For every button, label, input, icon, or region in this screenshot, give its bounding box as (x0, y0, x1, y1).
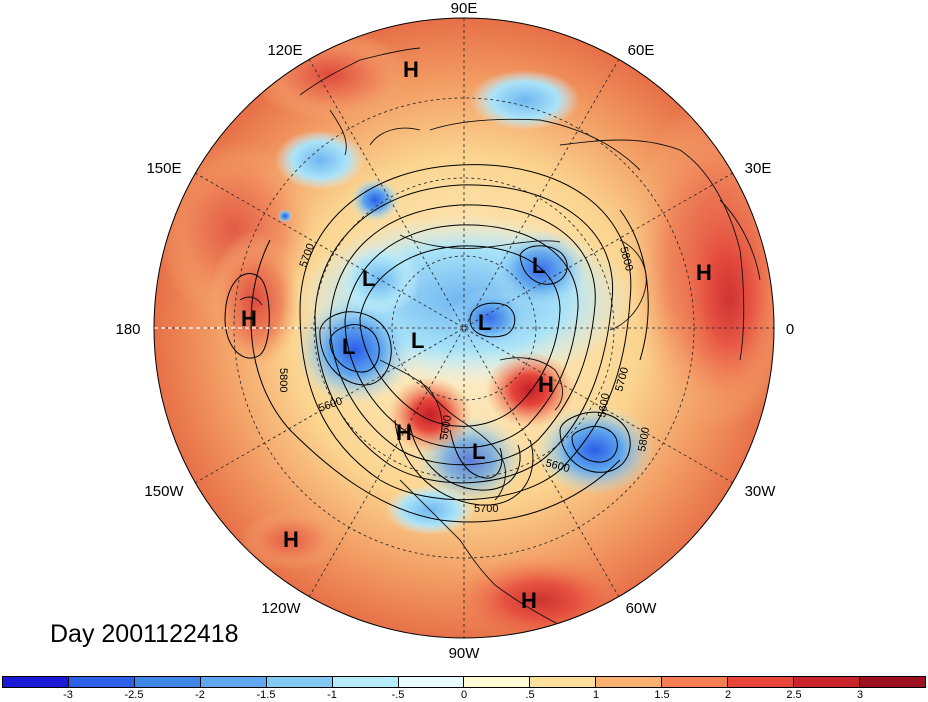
colorbar (2, 676, 926, 688)
low-center: L (532, 253, 545, 278)
lon-label-120e: 120E (267, 42, 302, 59)
colorbar-tick-label: .5 (525, 689, 535, 701)
low-center: L (472, 439, 485, 464)
high-center: H (283, 527, 299, 552)
high-center: H (521, 588, 537, 613)
longitude-labels: 90E 120E 60E 150E 30E 180 0 150W 30W 120… (115, 0, 794, 662)
colorbar-bin (134, 677, 201, 687)
colorbar-bin (266, 677, 333, 687)
contour-label: 5800 (636, 426, 652, 452)
low-center: L (362, 266, 375, 291)
lon-label-90e: 90E (451, 0, 478, 17)
colorbar-bin (530, 677, 597, 687)
colorbar-bin (728, 677, 795, 687)
lon-label-60e: 60E (628, 42, 655, 59)
lon-label-150w: 150W (144, 483, 184, 500)
contour-label: 5600 (438, 414, 454, 440)
colorbar-tick-labels: -3 -2.5 -2 -1.5 -1 -.5 0 .5 1 1.5 2 2.5 3 (2, 689, 926, 702)
pressure-centers: H L L H L H L L H H L H H H (241, 57, 712, 613)
high-center: H (403, 57, 419, 82)
lon-label-30w: 30W (745, 483, 777, 500)
colorbar-tick-label: -1 (327, 689, 337, 701)
colorbar-tick-label: -.5 (391, 689, 405, 701)
colorbar-tick-label: -3 (63, 689, 73, 701)
contour-label: 5700 (474, 503, 498, 515)
colorbar-tick-label: 3 (856, 689, 864, 701)
colorbar-bin (68, 677, 135, 687)
colorbar-bin (859, 677, 925, 687)
colorbar-bin (200, 677, 267, 687)
colorbar-bin (596, 677, 663, 687)
contour-label: 5600 (596, 392, 612, 418)
lon-label-90w: 90W (449, 645, 481, 662)
low-center: L (478, 310, 491, 335)
colorbar-tick-label: -2.5 (124, 689, 144, 701)
high-center: H (696, 260, 712, 285)
coastlines (239, 47, 761, 638)
colorbar-tick-label: -1.5 (256, 689, 276, 701)
lon-label-0: 0 (786, 321, 794, 338)
high-center: H (538, 372, 554, 397)
low-center: L (411, 328, 424, 353)
lon-label-120w: 120W (261, 600, 301, 617)
colorbar-bin (398, 677, 465, 687)
day-label: Day 2001122418 (50, 620, 239, 648)
colorbar-bin (332, 677, 399, 687)
colorbar-tick-label: 0 (460, 689, 468, 701)
colorbar-tick-label: -2 (195, 689, 205, 701)
colorbar-tick-label: 2 (724, 689, 732, 701)
colorbar-tick-label: 1.5 (654, 689, 670, 701)
lon-label-180: 180 (115, 321, 140, 338)
colorbar-bin (464, 677, 531, 687)
colorbar-tick-label: 2.5 (786, 689, 802, 701)
colorbar-bin (3, 677, 69, 687)
low-center: L (342, 334, 355, 359)
colorbar-bin (794, 677, 860, 687)
map-boundary (153, 17, 775, 639)
contour-label: 5800 (277, 368, 289, 392)
lon-label-30e: 30E (745, 160, 772, 177)
lon-label-150e: 150E (146, 160, 181, 177)
lon-label-60w: 60W (626, 600, 658, 617)
high-center: H (396, 420, 412, 445)
colorbar-tick-label: 1 (592, 689, 600, 701)
colorbar-bin (662, 677, 729, 687)
high-center: H (241, 306, 257, 331)
